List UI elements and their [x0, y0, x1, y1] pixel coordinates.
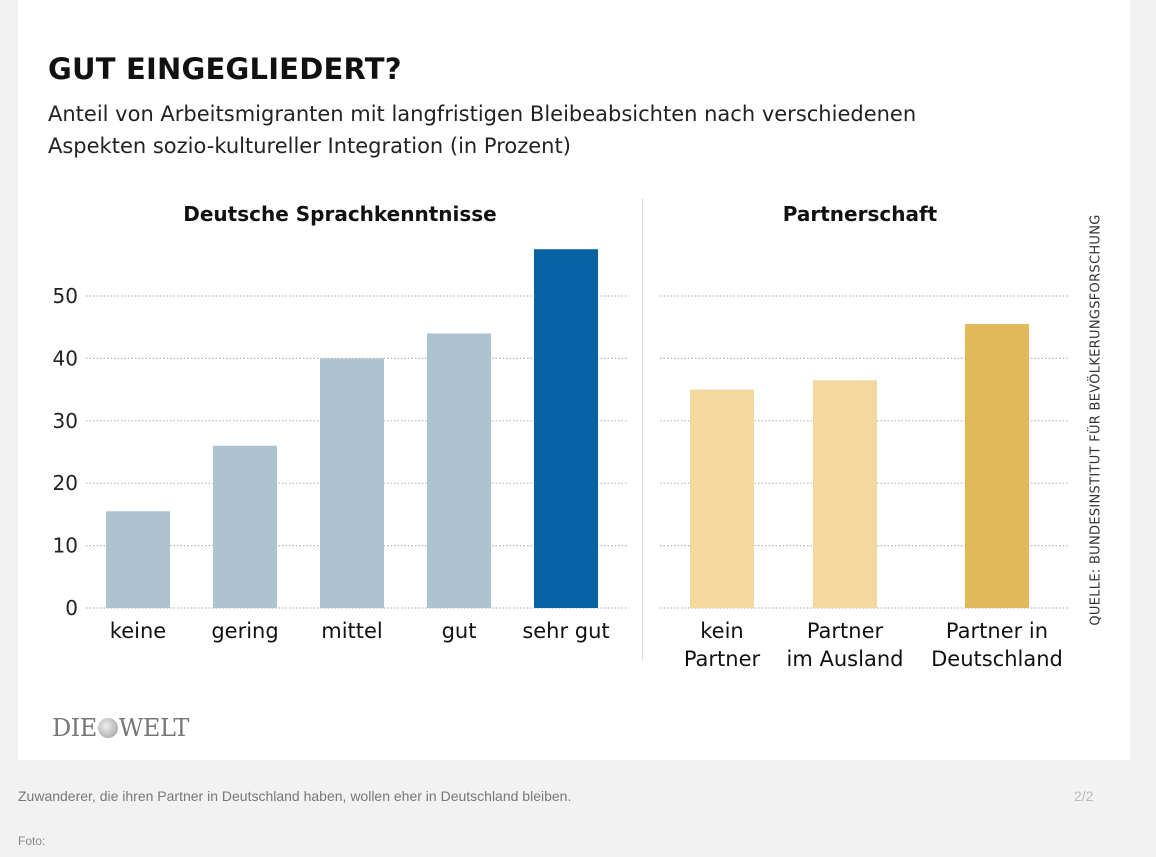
- y-tick-label: 20: [53, 471, 78, 495]
- subtitle-line-1: Anteil von Arbeitsmigranten mit langfris…: [48, 102, 917, 126]
- image-caption: Zuwanderer, die ihren Partner in Deutsch…: [18, 788, 572, 804]
- y-tick-label: 30: [53, 409, 78, 433]
- x-tick-label: gering: [211, 619, 278, 643]
- bar-sprache-0: [106, 511, 170, 608]
- y-tick-label: 0: [65, 596, 78, 620]
- photo-credit-label: Foto:: [18, 834, 46, 848]
- x-tick-label: sehr gut: [522, 619, 609, 643]
- x-tick-label: mittel: [321, 619, 383, 643]
- bar-partner-2: [965, 324, 1029, 608]
- panel-title-partnerschaft: Partnerschaft: [782, 202, 938, 226]
- panel-divider: [642, 198, 643, 660]
- x-tick-label: im Ausland: [787, 647, 904, 671]
- y-tick-label: 10: [53, 534, 78, 558]
- gallery-pager: 2/2: [1074, 788, 1094, 804]
- x-tick-label: keine: [110, 619, 166, 643]
- y-tick-label: 50: [53, 284, 78, 308]
- bar-charts: 0 10 20 30 40 50 keine gering mittel gut sehr gut k…: [53, 249, 1068, 671]
- chart-title: GUT EINGEGLIEDERT?: [48, 52, 402, 86]
- x-tick-label: Partner: [807, 619, 884, 643]
- panel-title-sprachkenntnisse: Deutsche Sprachkenntnisse: [183, 202, 497, 226]
- x-tick-label: gut: [442, 619, 477, 643]
- x-tick-label: kein: [700, 619, 743, 643]
- bar-sprache-2: [320, 358, 384, 608]
- logo-text-welt: WELT: [118, 714, 190, 742]
- chart-subtitle: Anteil von Arbeitsmigranten mit langfris…: [48, 98, 1048, 162]
- die-welt-logo: DIE WELT: [52, 714, 189, 742]
- bar-partner-1: [813, 380, 877, 608]
- subtitle-line-2: Aspekten sozio-kultureller Integration (…: [48, 134, 571, 158]
- bar-sprache-1: [213, 445, 277, 608]
- bar-partner-0: [690, 389, 754, 608]
- bar-sprache-4: [534, 249, 598, 608]
- source-note: QUELLE: BUNDESINSTITUT FÜR BEVÖLKERUNGSF…: [1088, 214, 1104, 626]
- x-tick-label: Partner: [684, 647, 761, 671]
- x-tick-label: Deutschland: [931, 647, 1063, 671]
- bar-sprache-3: [427, 333, 491, 608]
- y-tick-label: 40: [53, 346, 78, 370]
- globe-icon: [97, 718, 118, 738]
- x-tick-label: Partner in: [946, 619, 1048, 643]
- logo-text-die: DIE: [52, 714, 97, 742]
